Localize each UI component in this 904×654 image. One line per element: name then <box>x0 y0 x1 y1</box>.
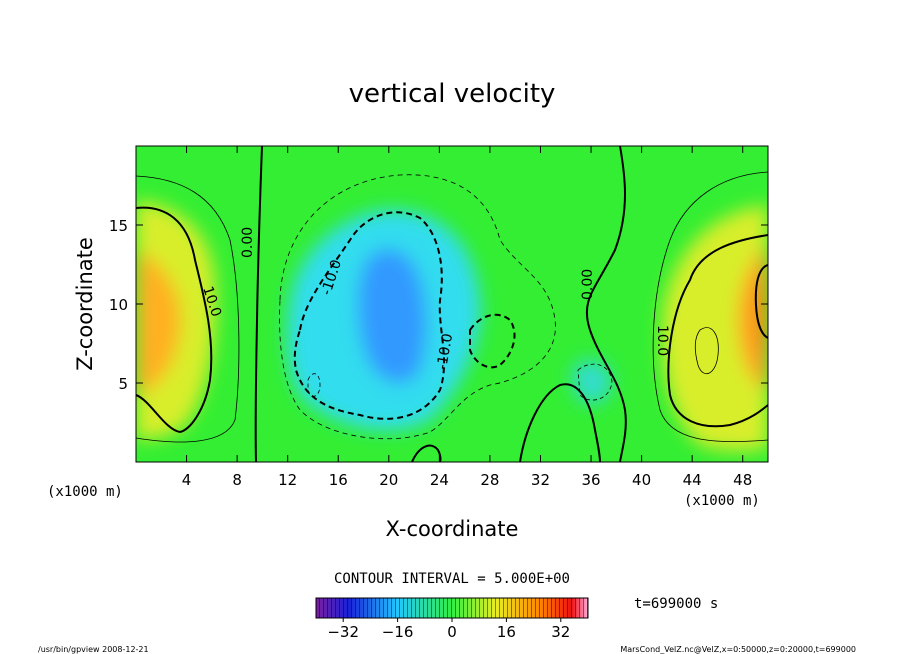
contour-zero-left <box>254 146 263 462</box>
field-right-yellow <box>661 205 768 452</box>
contour-label-right-10: 10.0 <box>654 325 670 356</box>
x-tick-label: 4 <box>182 471 192 489</box>
field-left-orange <box>136 250 181 395</box>
colorbar-tick-label: −16 <box>382 623 414 641</box>
contour-right-thin-inner <box>694 327 719 375</box>
x-tick-label: 28 <box>480 471 499 489</box>
contour-left-thin-outer <box>136 175 240 443</box>
contour-neg10b <box>469 313 516 369</box>
contour-zero-bottom <box>519 383 601 462</box>
y-tick-label: 5 <box>118 375 128 393</box>
x-tick-label: 16 <box>329 471 348 489</box>
footer-right: MarsCond_VelZ.nc@VelZ,x=0:50000,z=0:2000… <box>620 645 856 654</box>
y-axis-label: Z-coordinate <box>73 237 97 371</box>
colorbar-tick-label: 0 <box>447 623 457 641</box>
colorbar-tick-label: 32 <box>551 623 570 641</box>
x-unit-left: (x1000 m) <box>47 484 123 500</box>
colorbar-ticks: −32 −16 0 16 32 <box>327 618 570 641</box>
time-label: t=699000 s <box>634 596 718 612</box>
contour-label-zero-left: 0.00 <box>240 227 256 258</box>
color-field <box>136 200 768 452</box>
x-tick-label: 20 <box>379 471 398 489</box>
field-center-blue <box>358 248 427 384</box>
contour-zero-small <box>411 444 442 462</box>
plot-area: 10.0 0.00 -10.0 -10.0 0.00 10.0 <box>136 146 768 462</box>
contour-neg10 <box>293 211 446 420</box>
x-axis-label: X-coordinate <box>386 517 519 541</box>
x-tick-label: 36 <box>581 471 600 489</box>
y-tick-label: 15 <box>109 217 128 235</box>
y-tick-label: 10 <box>109 296 128 314</box>
field-right-core <box>754 270 768 355</box>
x-tick-label: 32 <box>531 471 550 489</box>
y-axis-ticks: 5 10 15 <box>109 217 768 393</box>
contour-interval: CONTOUR INTERVAL = 5.000E+00 <box>334 571 570 587</box>
x-tick-label: 12 <box>278 471 297 489</box>
contours <box>136 146 768 462</box>
x-tick-label: 44 <box>683 471 702 489</box>
contour-right-10 <box>667 234 768 428</box>
colorbar-tick-label: 16 <box>497 623 516 641</box>
colorbar-tick-label: −32 <box>327 623 359 641</box>
contour-neg5b <box>307 373 321 397</box>
x-axis-ticks: 4 8 12 16 20 24 28 32 36 40 44 48 <box>182 146 752 489</box>
x-tick-label: 8 <box>232 471 242 489</box>
x-tick-label: 24 <box>430 471 449 489</box>
colorbar: −32 −16 0 16 32 <box>315 597 589 641</box>
contour-label-zero-right: 0.00 <box>580 269 596 300</box>
contour-right-10b <box>754 264 768 339</box>
contour-right-thin-outer <box>652 171 768 443</box>
colorbar-stripes <box>316 598 588 618</box>
x-tick-label: 40 <box>632 471 651 489</box>
field-right-cyan <box>572 360 612 404</box>
contour-neg5c <box>577 363 613 401</box>
contour-left-10 <box>136 206 213 434</box>
x-tick-label: 48 <box>733 471 752 489</box>
x-unit-right: (x1000 m) <box>684 493 760 509</box>
chart-title: vertical velocity <box>349 79 556 109</box>
contour-neg5 <box>279 174 556 440</box>
contour-zero-right <box>585 146 627 462</box>
contour-label-neg10b: -10.0 <box>434 332 456 370</box>
field-right-orange <box>738 245 768 390</box>
footer-left: /usr/bin/gpview 2008-12-21 <box>38 645 149 654</box>
